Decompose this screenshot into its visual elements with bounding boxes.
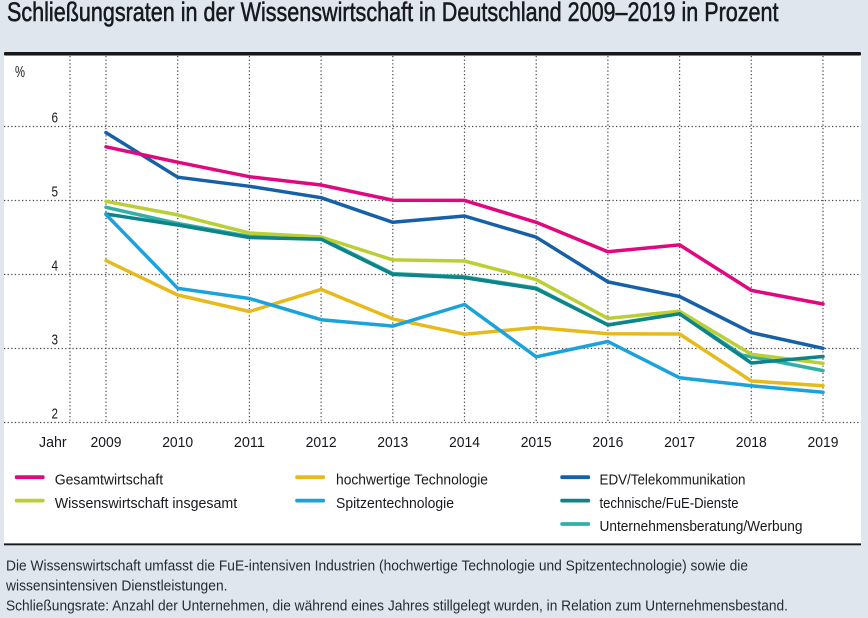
svg-text:2014: 2014 (449, 434, 480, 451)
svg-text:2019: 2019 (808, 434, 839, 451)
svg-text:wissensintensiven Dienstleistu: wissensintensiven Dienstleistungen. (5, 579, 227, 595)
svg-text:2018: 2018 (736, 434, 767, 451)
svg-text:2010: 2010 (162, 434, 193, 451)
svg-text:2012: 2012 (306, 434, 337, 451)
svg-text:Schließungsrate: Anzahl der Un: Schließungsrate: Anzahl der Unternehmen,… (6, 599, 788, 615)
svg-text:2017: 2017 (664, 434, 695, 451)
svg-text:Gesamtwirtschaft: Gesamtwirtschaft (55, 472, 164, 488)
svg-text:Die Wissenswirtschaft umfasst: Die Wissenswirtschaft umfasst die FuE-in… (6, 559, 748, 575)
svg-text:hochwertige Technologie: hochwertige Technologie (336, 472, 488, 488)
svg-text:6: 6 (52, 110, 59, 127)
svg-text:2: 2 (52, 406, 59, 423)
svg-text:2013: 2013 (377, 434, 408, 451)
svg-text:EDV/Telekommunikation: EDV/Telekommunikation (600, 472, 746, 488)
svg-text:2011: 2011 (234, 434, 265, 451)
svg-text:Unternehmensberatung/Werbung: Unternehmensberatung/Werbung (600, 519, 803, 535)
svg-text:Spitzentechnologie: Spitzentechnologie (336, 496, 454, 512)
svg-text:technische/FuE-Dienste: technische/FuE-Dienste (600, 496, 739, 512)
svg-text:Jahr: Jahr (39, 435, 67, 451)
svg-text:Wissenswirtschaft insgesamt: Wissenswirtschaft insgesamt (55, 496, 238, 512)
svg-text:2015: 2015 (521, 434, 552, 451)
svg-text:2009: 2009 (91, 434, 122, 451)
svg-text:4: 4 (52, 258, 59, 275)
svg-text:%: % (15, 64, 25, 81)
svg-text:3: 3 (52, 332, 59, 349)
svg-text:5: 5 (52, 184, 59, 201)
svg-text:Schließungsraten in der Wissen: Schließungsraten in der Wissenswirtschaf… (7, 0, 779, 27)
svg-text:2016: 2016 (592, 434, 623, 451)
